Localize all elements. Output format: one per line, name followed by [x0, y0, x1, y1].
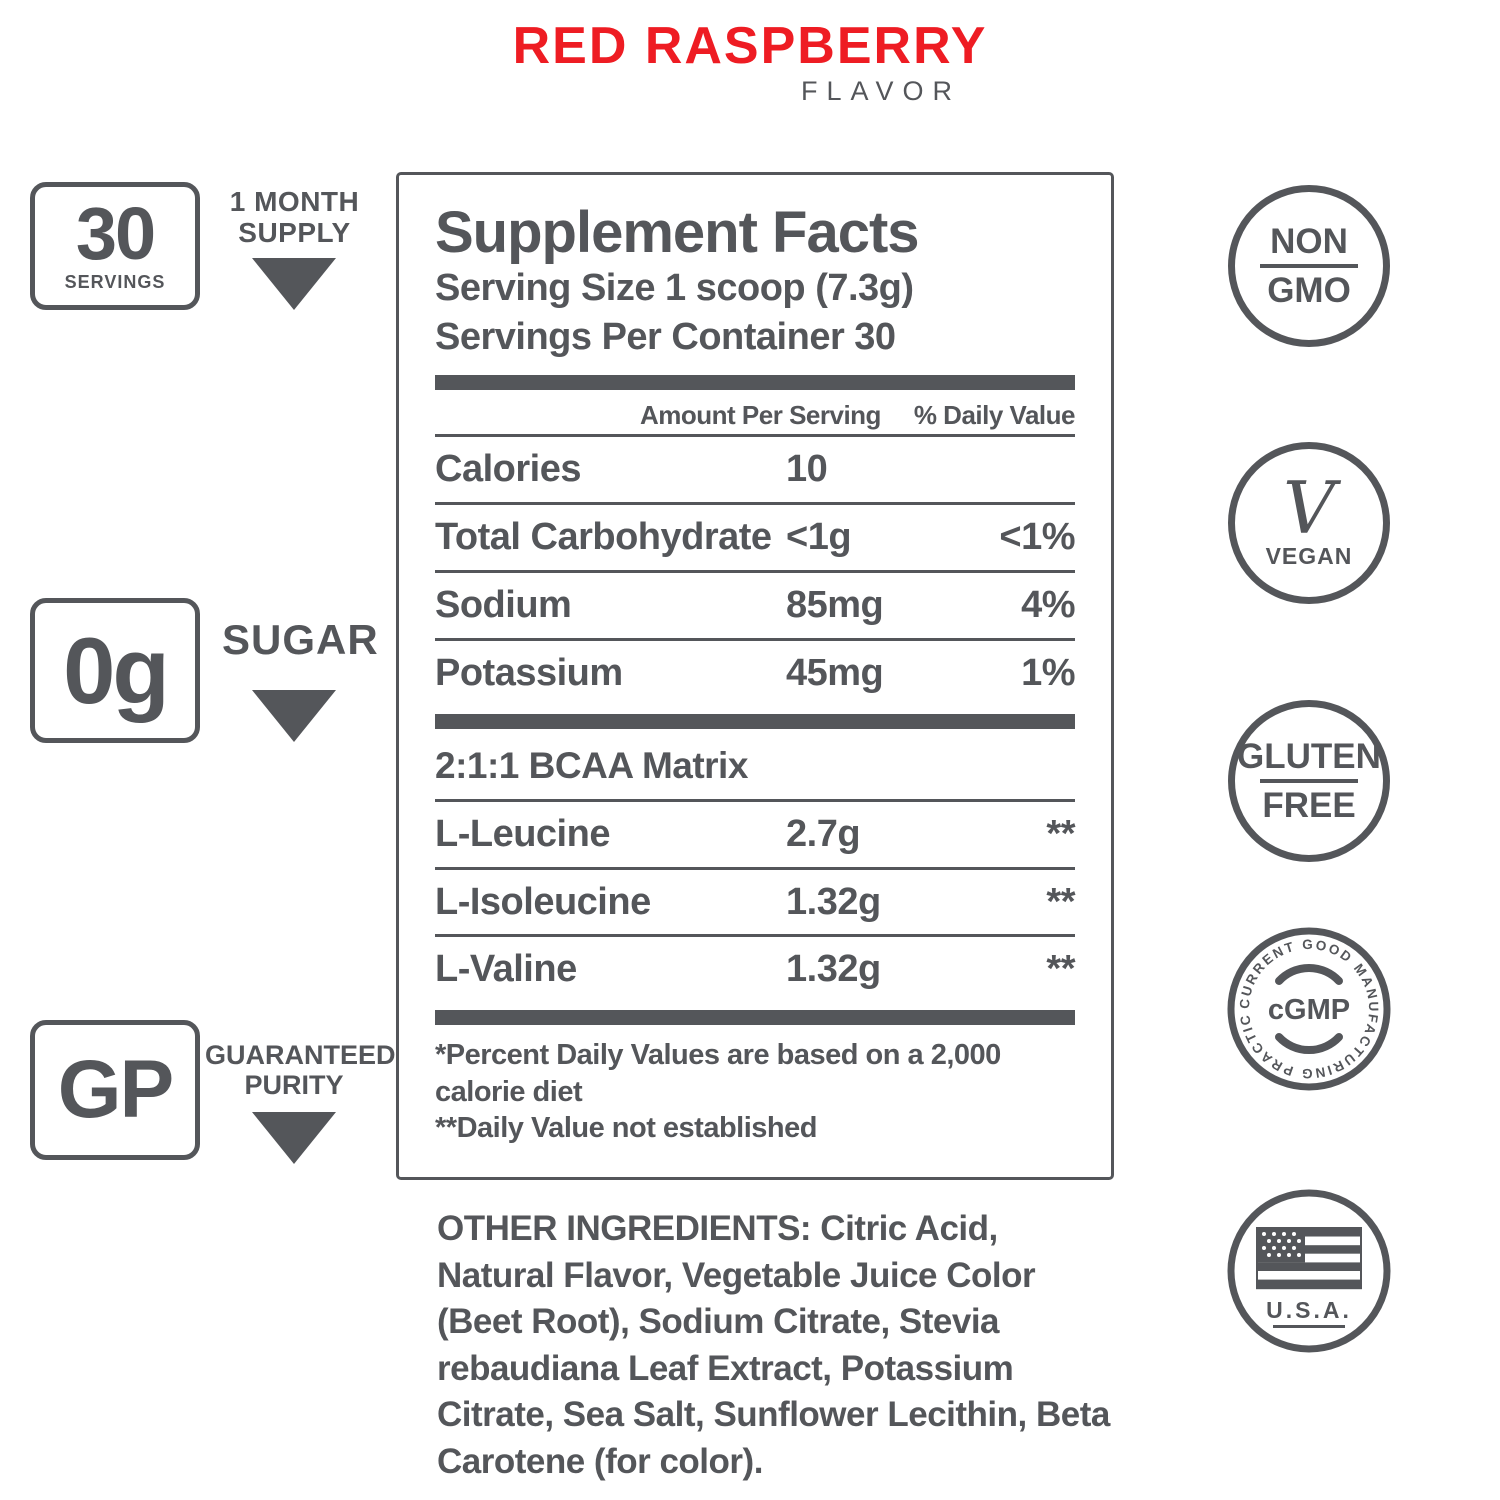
- non-gmo-badge: NON GMO: [1228, 185, 1390, 347]
- table-row: L-Leucine 2.7g **: [435, 798, 1075, 867]
- table-row: Potassium 45mg 1%: [435, 637, 1075, 706]
- vegan-v-icon: V: [1283, 466, 1335, 551]
- footnote-not-established: **Daily Value not established: [435, 1111, 817, 1144]
- footnote-dv: *Percent Daily Values are based on a 2,0…: [435, 1039, 1001, 1108]
- supplement-facts-title: Supplement Facts: [435, 200, 920, 265]
- us-flag-icon: [1256, 1227, 1362, 1290]
- servings-badge: 30 SERVINGS: [30, 182, 200, 310]
- servings-count: 30: [75, 192, 156, 276]
- col-dv-header: % Daily Value: [913, 400, 1076, 431]
- flavor-name: RED RASPBERRY: [512, 17, 988, 75]
- divider-bar: [435, 375, 1075, 391]
- cgmp-badge: CURRENT GOOD MANUFACTURING PRACTICE cGMP: [1224, 924, 1391, 1091]
- badge-divider: [1260, 264, 1358, 268]
- cgmp-center-text: cGMP: [1268, 994, 1350, 1026]
- sugar-value: 0g: [63, 617, 170, 723]
- table-row: Calories 10: [435, 434, 1075, 502]
- purity-badge: GP: [30, 1020, 200, 1160]
- other-ingredients: OTHER INGREDIENTS: Citric Acid, Natural …: [437, 1209, 1110, 1481]
- purity-label: GUARANTEED PURITY: [205, 1040, 396, 1101]
- table-row: Total Carbohydrate <1g <1%: [435, 502, 1075, 570]
- divider-bar: [435, 1010, 1075, 1026]
- table-row: Sodium 85mg 4%: [435, 569, 1075, 638]
- col-amount-header: Amount Per Serving: [640, 400, 881, 431]
- usa-badge: U.S.A.: [1227, 1189, 1391, 1353]
- purity-value: GP: [57, 1044, 174, 1135]
- vegan-badge: V VEGAN: [1228, 442, 1390, 604]
- badge-divider: [1260, 779, 1358, 783]
- footnotes: *Percent Daily Values are based on a 2,0…: [435, 1037, 1075, 1146]
- cgmp-top-arc-icon: [1275, 964, 1343, 985]
- down-triangle-icon: [252, 258, 336, 310]
- supplement-facts-panel: Supplement Facts Serving Size 1 scoop (7…: [396, 172, 1114, 1180]
- down-triangle-icon: [252, 1112, 336, 1164]
- flavor-label: FLAVOR: [800, 76, 962, 106]
- month-supply-label: 1 MONTH SUPPLY: [229, 186, 360, 249]
- bcaa-matrix-title: 2:1:1 BCAA Matrix: [435, 744, 748, 786]
- table-row: L-Valine 1.32g **: [435, 934, 1075, 1002]
- down-triangle-icon: [252, 690, 336, 742]
- servings-per-container: Servings Per Container 30: [435, 315, 896, 358]
- sugar-badge: 0g: [30, 598, 200, 743]
- servings-unit: SERVINGS: [64, 271, 166, 292]
- table-header: Amount Per Serving % Daily Value: [435, 390, 1076, 434]
- cgmp-bottom-arc-icon: [1275, 1033, 1343, 1054]
- divider-bar: [435, 713, 1075, 729]
- sugar-label: SUGAR: [222, 616, 379, 663]
- gluten-free-badge: GLUTEN FREE: [1228, 700, 1390, 862]
- usa-label: U.S.A.: [1266, 1297, 1352, 1323]
- usa-underline: [1273, 1325, 1345, 1328]
- table-row: L-Isoleucine 1.32g **: [435, 866, 1075, 935]
- serving-size: Serving Size 1 scoop (7.3g): [435, 266, 914, 309]
